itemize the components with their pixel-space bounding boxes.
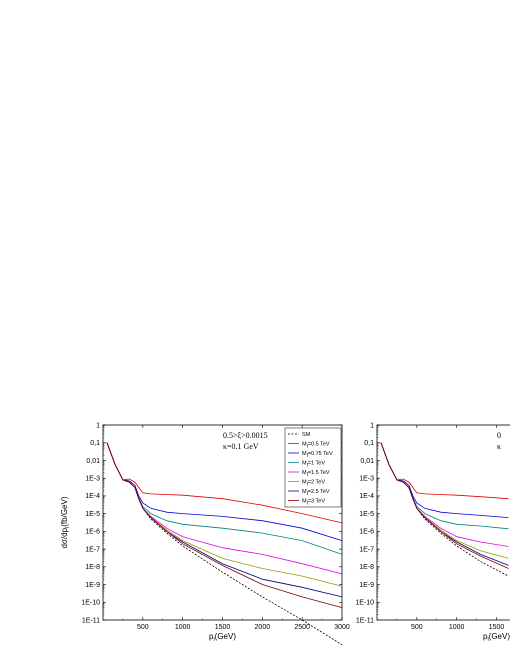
legend-label-1: Ml=0.5 TeV xyxy=(302,442,330,450)
y-tick-label: 1E-9 xyxy=(359,582,374,589)
y-tick-label: 0,1 xyxy=(364,440,374,447)
y-tick-label: 1E-6 xyxy=(359,529,374,536)
y-tick-label: 0,1 xyxy=(90,440,100,447)
x-axis-title: pl(GeV) xyxy=(209,632,236,643)
x-tick-label: 1500 xyxy=(489,624,505,631)
plot-frame xyxy=(376,424,510,621)
y-tick-label: 0,01 xyxy=(360,458,374,465)
series-line-1 xyxy=(380,442,509,500)
x-tick-label: 1000 xyxy=(175,624,191,631)
y-tick-label: 1E-8 xyxy=(359,564,374,571)
series-line-0 xyxy=(380,442,509,577)
legend-box xyxy=(284,427,342,508)
x-tick-label: 3000 xyxy=(334,624,350,631)
y-tick-label: 1E-8 xyxy=(85,564,100,571)
y-tick-label: 1 xyxy=(370,422,374,429)
y-tick-label: 1 xyxy=(96,422,100,429)
y-tick-label: 1E-5 xyxy=(359,511,374,518)
annotation: 0.5>ξ>0.0015 xyxy=(223,431,268,440)
x-axis-title: pl(GeV) xyxy=(483,632,510,643)
annotation: κ xyxy=(497,442,501,451)
x-tick-label: 1000 xyxy=(449,624,465,631)
legend-label-5: Ml=2 TeV xyxy=(302,480,325,488)
y-tick-label: 1E-7 xyxy=(359,546,374,553)
legend-label-7: Ml=3 TeV xyxy=(302,499,325,507)
y-tick-label: 1E-10 xyxy=(81,600,100,607)
chart-left: 1 0,1 0,01 1E-3 1E-4 1E-5 1E-6 1E-7 1E-8 1E-9 1E-1… xyxy=(60,422,350,646)
legend-label-3: Ml=1 TeV xyxy=(302,461,325,469)
y-tick-label: 0,01 xyxy=(86,458,100,465)
y-axis-title: dσ/dpl(fb/GeV) xyxy=(60,496,71,548)
y-tick-label: 1E-10 xyxy=(355,600,374,607)
y-tick-label: 1E-5 xyxy=(85,511,100,518)
legend-label-6: Ml=2.5 TeV xyxy=(302,489,330,497)
y-tick-label: 1E-3 xyxy=(85,475,100,482)
y-tick-label: 1E-4 xyxy=(359,493,374,500)
x-tick-label: 2500 xyxy=(294,624,310,631)
chart-right: 1 0,1 0,01 1E-3 1E-4 1E-5 1E-6 1E-7 1E-8 1E-9 1E-1… xyxy=(355,422,510,643)
x-tick-label: 2000 xyxy=(255,624,271,631)
y-tick-label: 1E-9 xyxy=(85,582,100,589)
series-line-6 xyxy=(380,442,509,566)
y-tick-label: 1E-11 xyxy=(356,617,374,624)
legend-label-4: Ml=1.5 TeV xyxy=(302,470,330,478)
y-tick-label: 1E-4 xyxy=(85,493,100,500)
annotation: κ=0.1 GeV xyxy=(223,442,259,451)
y-tick-label: 1E-3 xyxy=(359,475,374,482)
annotation: 0 xyxy=(497,431,501,440)
legend-label-2: Ml=0.75 TeV xyxy=(302,451,333,459)
plot-area: 1 0,1 0,01 1E-3 1E-4 1E-5 1E-6 1E-7 1E-8 1E-9 1E-1… xyxy=(355,422,510,643)
y-tick-label: 1E-6 xyxy=(85,529,100,536)
x-tick-label: 500 xyxy=(411,624,423,631)
y-tick-label: 1E-11 xyxy=(82,617,100,624)
legend-label-0: SM xyxy=(302,432,311,438)
series-line-7 xyxy=(380,442,509,569)
x-tick-label: 1500 xyxy=(215,624,231,631)
x-tick-label: 500 xyxy=(137,624,149,631)
series-line-0 xyxy=(106,442,343,646)
series-line-2 xyxy=(380,442,509,518)
series-line-7 xyxy=(106,442,343,608)
y-tick-label: 1E-7 xyxy=(85,546,100,553)
series-line-5 xyxy=(380,442,509,559)
